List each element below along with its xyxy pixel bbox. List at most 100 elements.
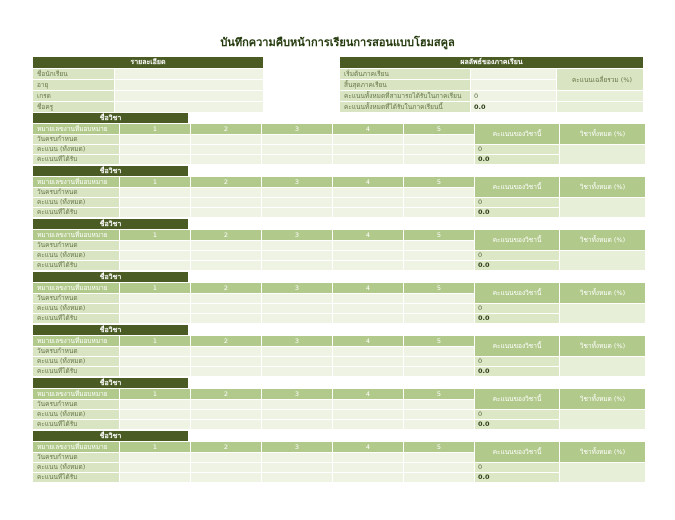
due-date-cell[interactable] — [404, 135, 474, 144]
points-total-cell[interactable] — [191, 251, 261, 260]
points-total-cell[interactable] — [262, 251, 332, 260]
subject-name-cell[interactable]: ชื่อวิชา — [33, 325, 188, 335]
due-date-cell[interactable] — [404, 294, 474, 303]
points-total-cell[interactable] — [333, 304, 403, 313]
points-earned-cell[interactable] — [262, 367, 332, 376]
points-earned-cell[interactable] — [191, 367, 261, 376]
points-total-cell[interactable] — [404, 145, 474, 154]
points-total-cell[interactable] — [333, 198, 403, 207]
points-total-cell[interactable] — [404, 463, 474, 472]
points-total-cell[interactable] — [120, 145, 190, 154]
points-earned-cell[interactable] — [120, 420, 190, 429]
points-earned-cell[interactable] — [191, 420, 261, 429]
points-earned-cell[interactable] — [333, 261, 403, 270]
due-date-cell[interactable] — [120, 241, 190, 250]
points-total-cell[interactable] — [120, 198, 190, 207]
points-total-cell[interactable] — [404, 410, 474, 419]
points-earned-cell[interactable] — [120, 314, 190, 323]
points-earned-cell[interactable] — [120, 367, 190, 376]
points-total-cell[interactable] — [262, 304, 332, 313]
points-earned-cell[interactable] — [191, 473, 261, 482]
points-total-cell[interactable] — [191, 410, 261, 419]
due-date-cell[interactable] — [262, 135, 332, 144]
due-date-cell[interactable] — [333, 294, 403, 303]
due-date-cell[interactable] — [120, 347, 190, 356]
points-total-cell[interactable] — [262, 198, 332, 207]
due-date-cell[interactable] — [404, 453, 474, 462]
points-earned-cell[interactable] — [404, 473, 474, 482]
due-date-cell[interactable] — [333, 453, 403, 462]
due-date-cell[interactable] — [333, 347, 403, 356]
due-date-cell[interactable] — [120, 453, 190, 462]
points-earned-cell[interactable] — [404, 155, 474, 164]
due-date-cell[interactable] — [191, 453, 261, 462]
subject-name-cell[interactable]: ชื่อวิชา — [33, 166, 188, 176]
points-earned-cell[interactable] — [404, 420, 474, 429]
points-total-cell[interactable] — [333, 410, 403, 419]
due-date-cell[interactable] — [191, 400, 261, 409]
points-earned-cell[interactable] — [333, 367, 403, 376]
points-total-cell[interactable] — [191, 198, 261, 207]
due-date-cell[interactable] — [262, 453, 332, 462]
points-earned-cell[interactable] — [404, 367, 474, 376]
due-date-cell[interactable] — [404, 347, 474, 356]
due-date-cell[interactable] — [262, 400, 332, 409]
points-earned-cell[interactable] — [191, 208, 261, 217]
student-name-cell[interactable] — [115, 69, 263, 79]
points-total-cell[interactable] — [120, 251, 190, 260]
due-date-cell[interactable] — [120, 294, 190, 303]
points-total-cell[interactable] — [404, 357, 474, 366]
due-date-cell[interactable] — [262, 241, 332, 250]
due-date-cell[interactable] — [120, 135, 190, 144]
due-date-cell[interactable] — [191, 188, 261, 197]
points-total-cell[interactable] — [262, 357, 332, 366]
points-earned-cell[interactable] — [404, 208, 474, 217]
due-date-cell[interactable] — [404, 241, 474, 250]
points-earned-cell[interactable] — [191, 155, 261, 164]
points-earned-cell[interactable] — [333, 420, 403, 429]
due-date-cell[interactable] — [404, 400, 474, 409]
due-date-cell[interactable] — [262, 294, 332, 303]
points-total-cell[interactable] — [120, 463, 190, 472]
teacher-name-cell[interactable] — [115, 102, 263, 112]
subject-name-cell[interactable]: ชื่อวิชา — [33, 378, 188, 388]
points-total-cell[interactable] — [191, 357, 261, 366]
points-earned-cell[interactable] — [191, 314, 261, 323]
due-date-cell[interactable] — [191, 135, 261, 144]
subject-name-cell[interactable]: ชื่อวิชา — [33, 219, 188, 229]
points-earned-cell[interactable] — [262, 155, 332, 164]
semester-end-cell[interactable] — [471, 80, 556, 90]
due-date-cell[interactable] — [333, 188, 403, 197]
points-total-cell[interactable] — [191, 463, 261, 472]
due-date-cell[interactable] — [120, 400, 190, 409]
due-date-cell[interactable] — [191, 294, 261, 303]
points-earned-cell[interactable] — [333, 208, 403, 217]
due-date-cell[interactable] — [191, 347, 261, 356]
points-earned-cell[interactable] — [333, 473, 403, 482]
points-earned-cell[interactable] — [262, 473, 332, 482]
due-date-cell[interactable] — [333, 241, 403, 250]
due-date-cell[interactable] — [262, 188, 332, 197]
due-date-cell[interactable] — [333, 135, 403, 144]
points-earned-cell[interactable] — [262, 261, 332, 270]
points-total-cell[interactable] — [120, 304, 190, 313]
age-cell[interactable] — [115, 80, 263, 90]
points-earned-cell[interactable] — [404, 261, 474, 270]
subject-name-cell[interactable]: ชื่อวิชา — [33, 431, 188, 441]
points-total-cell[interactable] — [191, 304, 261, 313]
points-total-cell[interactable] — [404, 304, 474, 313]
points-earned-cell[interactable] — [120, 208, 190, 217]
points-earned-cell[interactable] — [191, 261, 261, 270]
points-total-cell[interactable] — [333, 463, 403, 472]
points-total-cell[interactable] — [333, 357, 403, 366]
points-earned-cell[interactable] — [262, 314, 332, 323]
due-date-cell[interactable] — [404, 188, 474, 197]
points-total-cell[interactable] — [262, 145, 332, 154]
points-earned-cell[interactable] — [262, 208, 332, 217]
semester-start-cell[interactable] — [471, 69, 556, 79]
points-earned-cell[interactable] — [404, 314, 474, 323]
points-earned-cell[interactable] — [262, 420, 332, 429]
points-earned-cell[interactable] — [333, 314, 403, 323]
due-date-cell[interactable] — [262, 347, 332, 356]
points-earned-cell[interactable] — [333, 155, 403, 164]
